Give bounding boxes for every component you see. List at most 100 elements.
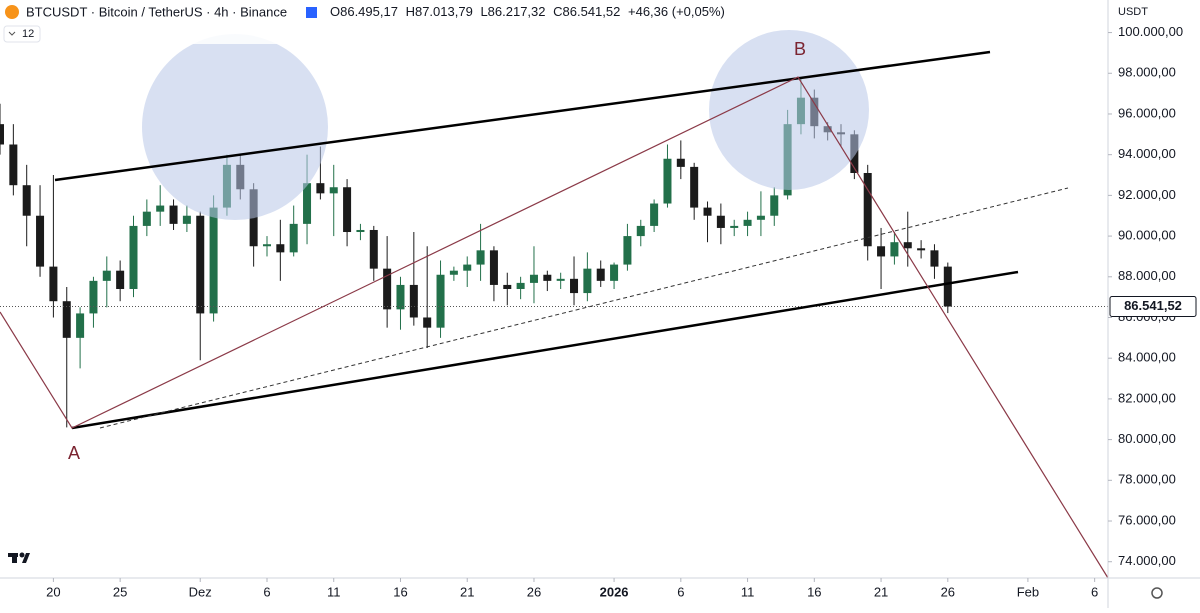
y-tick-label: 100.000,00 [1118,24,1183,39]
y-tick-label: 88.000,00 [1118,268,1176,283]
settings-icon[interactable] [1151,587,1163,599]
candle-body [329,187,338,194]
header-bg [0,0,680,44]
candle-body [703,207,712,216]
x-tick-label: 11 [327,584,341,599]
candle-body [583,268,592,294]
candle-body [663,158,672,204]
channel-lower [71,270,1019,430]
x-tick-label: 20 [46,584,60,599]
y-tick-label: 84.000,00 [1118,350,1176,365]
ohlc-open: O86.495,17 [330,4,398,19]
candle-body [22,185,31,216]
candle-body [36,215,45,267]
candle-body [142,211,151,226]
candle-body [409,284,418,318]
logo-part [12,553,17,563]
candle-body [917,248,926,251]
channel-upper [54,50,991,182]
x-tick-label: 16 [393,584,407,599]
candle-body [596,268,605,281]
candle-body [262,244,271,247]
highlight-circle [709,30,869,190]
ohlc-low: L86.217,32 [480,4,545,19]
candle-body [423,317,432,328]
tv-logo [8,552,30,563]
candle-body [129,225,138,289]
mid-line [99,187,1069,429]
x-tick-label: 25 [113,584,127,599]
symbol[interactable]: BTCUSDT · Bitcoin / TetherUS · 4h · Bina… [26,4,287,19]
candle-body [463,264,472,271]
candle-body [343,187,352,233]
candle-body [716,215,725,228]
candle-body [863,172,872,247]
x-tick-label: 11 [741,584,755,599]
candle-body [169,205,178,224]
y-tick-label: 90.000,00 [1118,228,1176,243]
candle-body [930,250,939,267]
currency[interactable]: USDT [1118,6,1148,18]
candle-body [476,250,485,265]
candle-body [690,166,699,208]
candle-body [383,268,392,310]
plot-area [0,77,1108,428]
x-tick-label: 21 [874,584,888,599]
x-tick-label: 6 [1091,584,1098,599]
ohlc-high: H87.013,79 [406,4,473,19]
candle-body [516,282,525,289]
y-tick-label: 82.000,00 [1118,390,1176,405]
chevron [8,31,16,36]
last-price-label: 86.541,52 [1124,298,1182,313]
candle-body [356,229,365,233]
candle-body [156,205,165,212]
candle-body [49,266,58,302]
candle-body [303,183,312,224]
candle-body [209,207,218,314]
candle-body [730,225,739,228]
x-tick-label: 26 [527,584,541,599]
wave-path [0,76,1109,579]
candle-body [316,183,325,194]
x-tick-label: 21 [460,584,474,599]
y-tick-label: 92.000,00 [1118,187,1176,202]
indicator-toggle[interactable] [3,25,41,43]
candle-body [529,274,538,283]
candle-body [116,270,125,289]
candle-body [770,195,779,216]
candle-body [676,158,685,167]
symbol-icon [5,5,19,19]
wave-label: B [794,39,806,59]
candle-body [196,215,205,314]
candle-body [877,246,886,257]
x-tick-label: 2026 [600,584,629,599]
y-tick-label: 96.000,00 [1118,105,1176,120]
x-tick-label: 6 [677,584,684,599]
y-tick-label: 80.000,00 [1118,431,1176,446]
y-tick-label: 94.000,00 [1118,146,1176,161]
candle-body [756,215,765,220]
ohlc-close: C86.541,52 [553,4,620,19]
ohlc-change: +46,36 (+0,05%) [628,4,725,19]
candle-body [903,242,912,249]
y-tick-label: 78.000,00 [1118,472,1176,487]
candle-body [943,266,952,307]
y-tick-label: 74.000,00 [1118,553,1176,568]
y-tick-label: 76.000,00 [1118,512,1176,527]
candle-body [890,242,899,257]
flag-icon[interactable] [306,7,317,18]
candle-body [743,219,752,226]
candle-body [182,215,191,224]
drawings: A B [0,30,1109,579]
candle-body [636,225,645,237]
wave-label: A [68,443,80,463]
candle-body [489,250,498,285]
indicator-count: 12 [22,28,34,40]
candle-body [89,280,98,314]
candle-body [396,284,405,310]
candle-body [276,244,285,253]
logo-part [22,553,30,563]
candle-body [102,270,111,281]
